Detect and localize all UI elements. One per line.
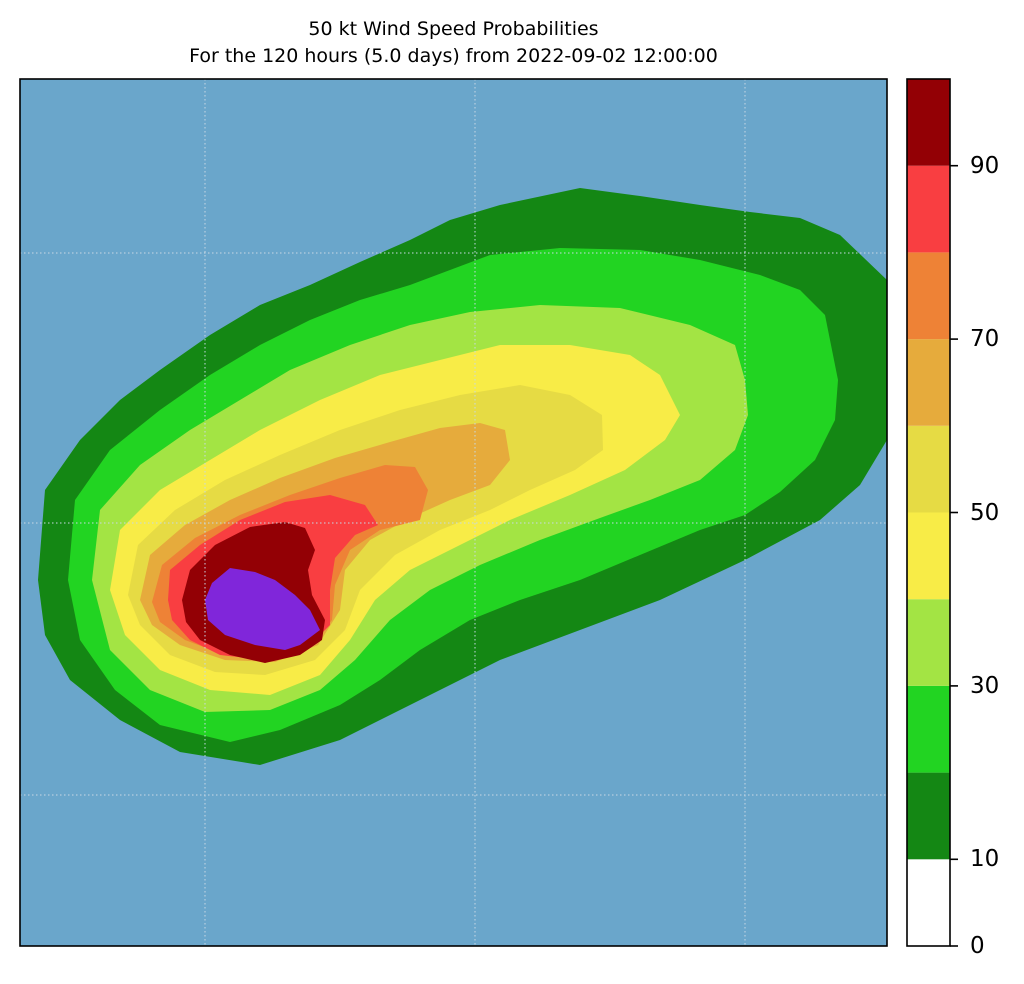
gridlines (20, 79, 887, 946)
colorbar-tick-label: 50 (970, 499, 1000, 526)
colorbar-tick-label: 0 (970, 933, 985, 959)
colorbar-segment-70 (907, 252, 950, 340)
colorbar-tick-label: 70 (970, 326, 1000, 353)
colorbar-segment-10 (907, 772, 950, 860)
colorbar-segment-40 (907, 512, 950, 600)
colorbar-segment-90 (907, 79, 950, 166)
title-line-2: For the 120 hours (5.0 days) from 2022-0… (189, 45, 718, 67)
colorbar-segment-60 (907, 339, 950, 426)
colorbar-segment-20 (907, 685, 950, 773)
colorbar-tick-label: 10 (970, 846, 1000, 873)
contour-band-100 (205, 568, 320, 650)
colorbar-segment-80 (907, 165, 950, 253)
colorbar-segment-30 (907, 599, 950, 686)
title-line-1: 50 kt Wind Speed Probabilities (308, 18, 599, 40)
colorbar-segment-50 (907, 425, 950, 513)
colorbar-segment-0 (907, 859, 950, 946)
probability-contours (20, 79, 887, 946)
map-frame (19, 78, 888, 947)
colorbar-tick-label: 30 (970, 672, 1000, 699)
colorbar (907, 79, 950, 946)
colorbar-tick-label: 90 (970, 152, 1000, 179)
colorbar-ticks (950, 164, 958, 947)
